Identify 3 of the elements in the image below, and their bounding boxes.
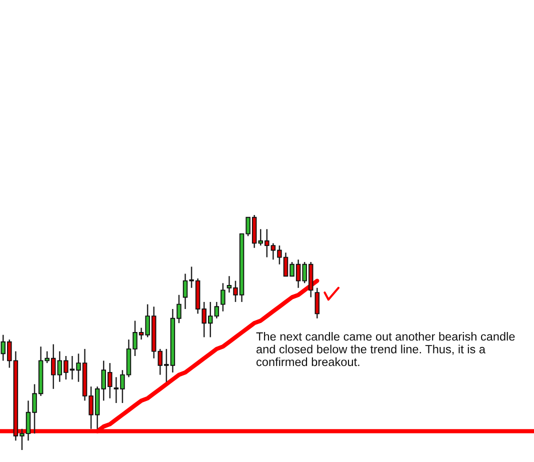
candlestick — [314, 287, 320, 320]
annotation: The next candle came out another bearish candle and closed below the trend line. Thus, it is a confirmed breakout. — [256, 332, 515, 366]
candlestick — [220, 282, 226, 312]
